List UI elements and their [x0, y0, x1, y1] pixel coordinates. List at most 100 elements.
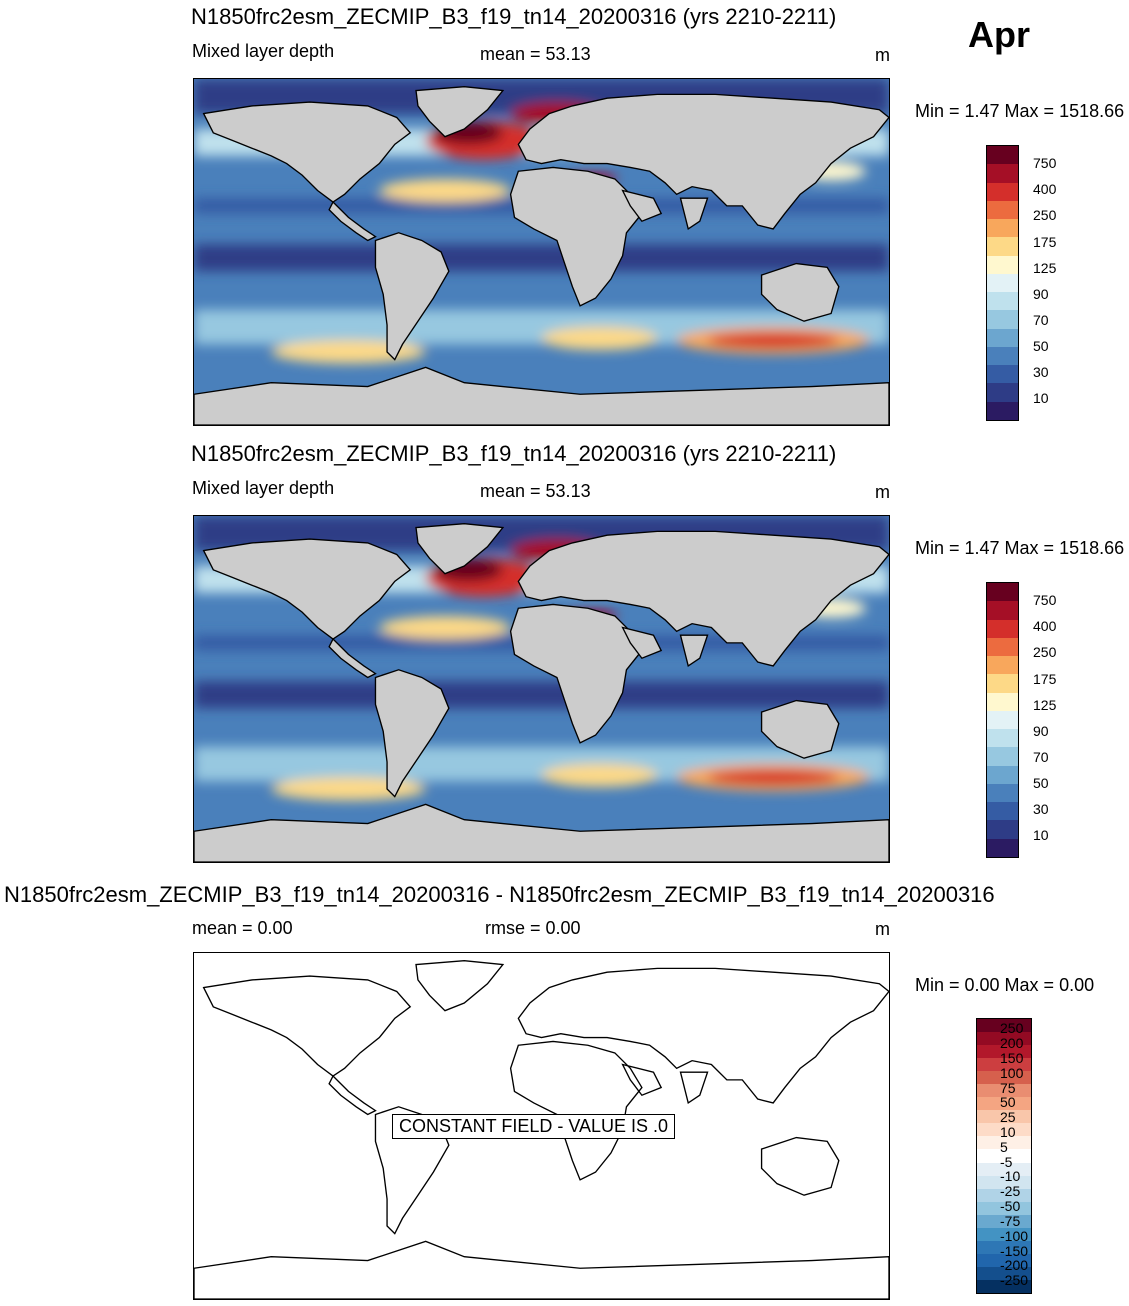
colorbar-swatch [987, 310, 1018, 330]
colorbar-swatch [987, 601, 1018, 621]
colorbar-swatch [987, 365, 1018, 384]
colorbar-tick-label: 125 [1033, 696, 1057, 713]
colorbar-swatch [977, 1123, 1031, 1137]
panel-2-minmax: Min = 1.47 Max = 1518.66 [915, 538, 1125, 558]
colorbar-swatch [977, 1019, 1031, 1033]
panel-3-title: N1850frc2esm_ZECMIP_B3_f19_tn14_20200316… [4, 882, 995, 907]
colorbar-swatch [987, 710, 1018, 730]
colorbar-swatch [987, 219, 1018, 238]
colorbar-swatch [977, 1071, 1031, 1085]
colorbar-swatch [977, 1175, 1031, 1190]
colorbar-swatch [987, 729, 1018, 748]
panel-1-mean-label: mean = 53.13 [480, 44, 591, 64]
colorbar-swatch [977, 1110, 1031, 1124]
colorbar-tick-label: 75 [1000, 1079, 1016, 1096]
panel-2-colorbar [986, 582, 1019, 858]
panel-3-minmax: Min = 0.00 Max = 0.00 [915, 975, 1095, 995]
colorbar-swatch [977, 1253, 1031, 1268]
colorbar-swatch [977, 1188, 1031, 1203]
colorbar-swatch [987, 583, 1018, 602]
colorbar-tick-label: 70 [1033, 748, 1049, 765]
colorbar-swatch [977, 1032, 1031, 1046]
colorbar-tick-label: 200 [1000, 1035, 1024, 1052]
colorbar-swatch [987, 674, 1018, 694]
panel-1-title: N1850frc2esm_ZECMIP_B3_f19_tn14_20200316… [191, 4, 837, 29]
colorbar-swatch [977, 1149, 1031, 1164]
colorbar-swatch [987, 820, 1018, 840]
colorbar-swatch [987, 164, 1018, 184]
colorbar-tick-label: 150 [1000, 1049, 1024, 1066]
colorbar-tick-label: -250 [1000, 1272, 1029, 1289]
colorbar-tick-label: 175 [1033, 670, 1057, 687]
colorbar-tick-label: 175 [1033, 233, 1057, 250]
colorbar-swatch [987, 273, 1018, 293]
colorbar-swatch [987, 346, 1018, 366]
colorbar-swatch [977, 1279, 1031, 1294]
colorbar-tick-label: 90 [1033, 285, 1049, 302]
colorbar-swatch [987, 692, 1018, 712]
colorbar-swatch [987, 146, 1018, 165]
colorbar-tick-label: 250 [1033, 207, 1057, 224]
panel-1-variable-label: Mixed layer depth [192, 41, 335, 61]
panel-2-mean-label: mean = 53.13 [480, 481, 591, 501]
colorbar-tick-label: 50 [1033, 774, 1049, 791]
colorbar-tick-label: -150 [1000, 1242, 1029, 1259]
colorbar-tick-label: 25 [1000, 1109, 1016, 1126]
colorbar-tick-label: 5 [1000, 1138, 1008, 1155]
month-label: Apr [968, 14, 1030, 55]
colorbar-tick-label: 30 [1033, 364, 1049, 381]
colorbar-swatch [987, 255, 1018, 275]
panel-2-variable-label: Mixed layer depth [192, 478, 335, 498]
panel-2-units: m [875, 482, 890, 502]
colorbar-tick-label: 250 [1000, 1020, 1024, 1037]
colorbar-swatch [977, 1201, 1031, 1216]
colorbar-tick-label: -5 [1000, 1153, 1013, 1170]
colorbar-swatch [987, 292, 1018, 311]
panel-3-units: m [875, 919, 890, 939]
colorbar-tick-label: 100 [1000, 1064, 1024, 1081]
colorbar-swatch [987, 619, 1018, 639]
colorbar-tick-label: -10 [1000, 1168, 1021, 1185]
colorbar-swatch [987, 328, 1018, 348]
colorbar-swatch [987, 383, 1018, 403]
colorbar-tick-label: 250 [1033, 644, 1057, 661]
colorbar-tick-label: 50 [1000, 1094, 1016, 1111]
colorbar-swatch [977, 1227, 1031, 1242]
panel-3-mean-label: mean = 0.00 [192, 918, 293, 938]
colorbar-swatch [987, 637, 1018, 657]
colorbar-tick-label: 70 [1033, 311, 1049, 328]
colorbar-tick-label: -50 [1000, 1198, 1021, 1215]
colorbar-tick-label: 10 [1033, 827, 1049, 844]
colorbar-swatch [987, 401, 1018, 421]
colorbar-swatch [977, 1058, 1031, 1072]
colorbar-swatch [987, 783, 1018, 803]
colorbar-swatch [977, 1162, 1031, 1177]
colorbar-swatch [987, 838, 1018, 858]
colorbar-swatch [987, 182, 1018, 202]
panel-3-rmse-label: rmse = 0.00 [485, 918, 581, 938]
colorbar-swatch [987, 656, 1018, 675]
colorbar-tick-label: 750 [1033, 155, 1057, 172]
colorbar-swatch [977, 1097, 1031, 1111]
colorbar-tick-label: -100 [1000, 1227, 1029, 1244]
colorbar-tick-label: 400 [1033, 618, 1057, 635]
panel-1-minmax: Min = 1.47 Max = 1518.66 [915, 101, 1125, 121]
colorbar-swatch [987, 802, 1018, 821]
colorbar-tick-label: 50 [1033, 337, 1049, 354]
colorbar-tick-label: 10 [1000, 1124, 1016, 1141]
colorbar-swatch [977, 1084, 1031, 1098]
colorbar-tick-label: -200 [1000, 1257, 1029, 1274]
colorbar-swatch [987, 200, 1018, 220]
panel-1-map [193, 78, 890, 426]
colorbar-tick-label: 10 [1033, 390, 1049, 407]
colorbar-tick-label: 90 [1033, 722, 1049, 739]
panel-2-title: N1850frc2esm_ZECMIP_B3_f19_tn14_20200316… [191, 441, 837, 466]
colorbar-swatch [977, 1045, 1031, 1059]
panel-3-colorbar [976, 1018, 1032, 1294]
colorbar-swatch [987, 237, 1018, 257]
colorbar-tick-label: -25 [1000, 1183, 1021, 1200]
colorbar-tick-label: 750 [1033, 592, 1057, 609]
colorbar-tick-label: 125 [1033, 259, 1057, 276]
colorbar-swatch [977, 1136, 1031, 1150]
colorbar-swatch [977, 1266, 1031, 1281]
